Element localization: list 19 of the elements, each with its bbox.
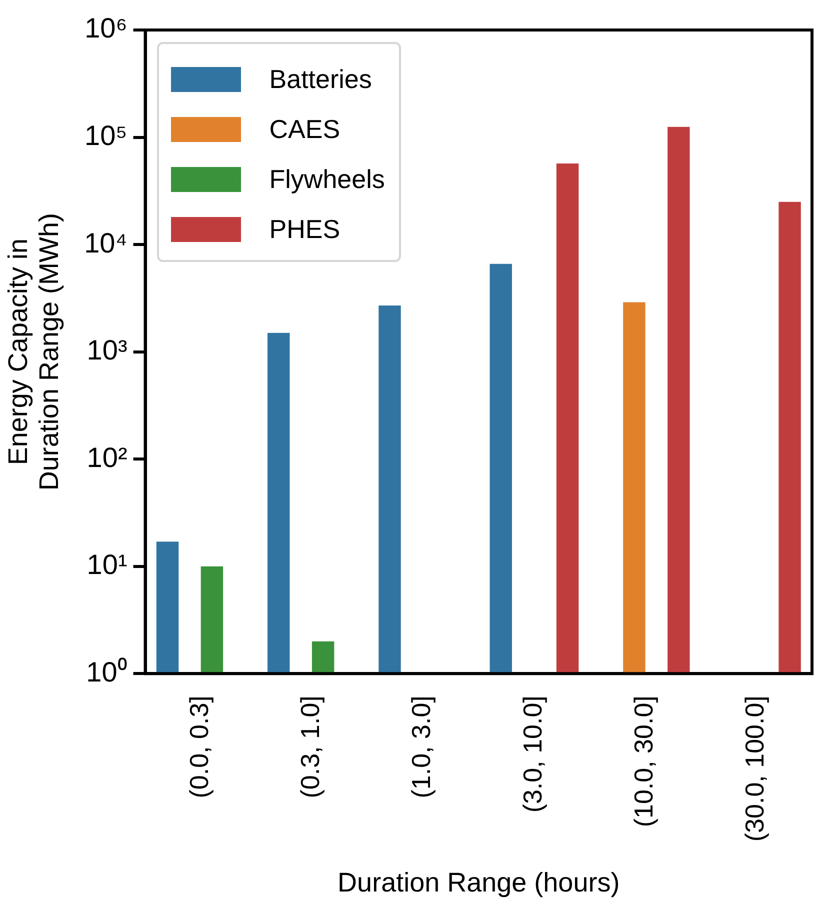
legend-label: Batteries xyxy=(269,64,372,94)
x-tick-label: (1.0, 3.0] xyxy=(406,696,436,798)
y-tick-label: 10² xyxy=(86,442,128,473)
legend-label: Flywheels xyxy=(269,164,385,194)
y-tick-label: 10⁶ xyxy=(84,12,128,44)
legend-label: CAES xyxy=(269,114,340,144)
y-tick-label: 10⁴ xyxy=(84,227,128,258)
y-tick-label: 10⁵ xyxy=(84,120,128,151)
x-tick-label: (0.0, 0.3] xyxy=(184,696,214,798)
x-tick-label: (10.0, 30.0] xyxy=(628,696,658,828)
y-tick-label: 10¹ xyxy=(86,549,128,580)
x-tick-label: (3.0, 10.0] xyxy=(517,696,548,813)
x-tick-label: (30.0, 100.0] xyxy=(740,696,770,842)
legend-label: PHES xyxy=(269,214,340,244)
y-tick-label: 10⁰ xyxy=(86,656,128,688)
y-tick-label: 10³ xyxy=(86,334,128,366)
y-axis-title: Energy Capacity in Duration Range (MWh) xyxy=(2,213,64,491)
x-axis-title: Duration Range (hours) xyxy=(338,867,620,898)
x-tick-label: (0.3, 1.0] xyxy=(295,696,326,798)
